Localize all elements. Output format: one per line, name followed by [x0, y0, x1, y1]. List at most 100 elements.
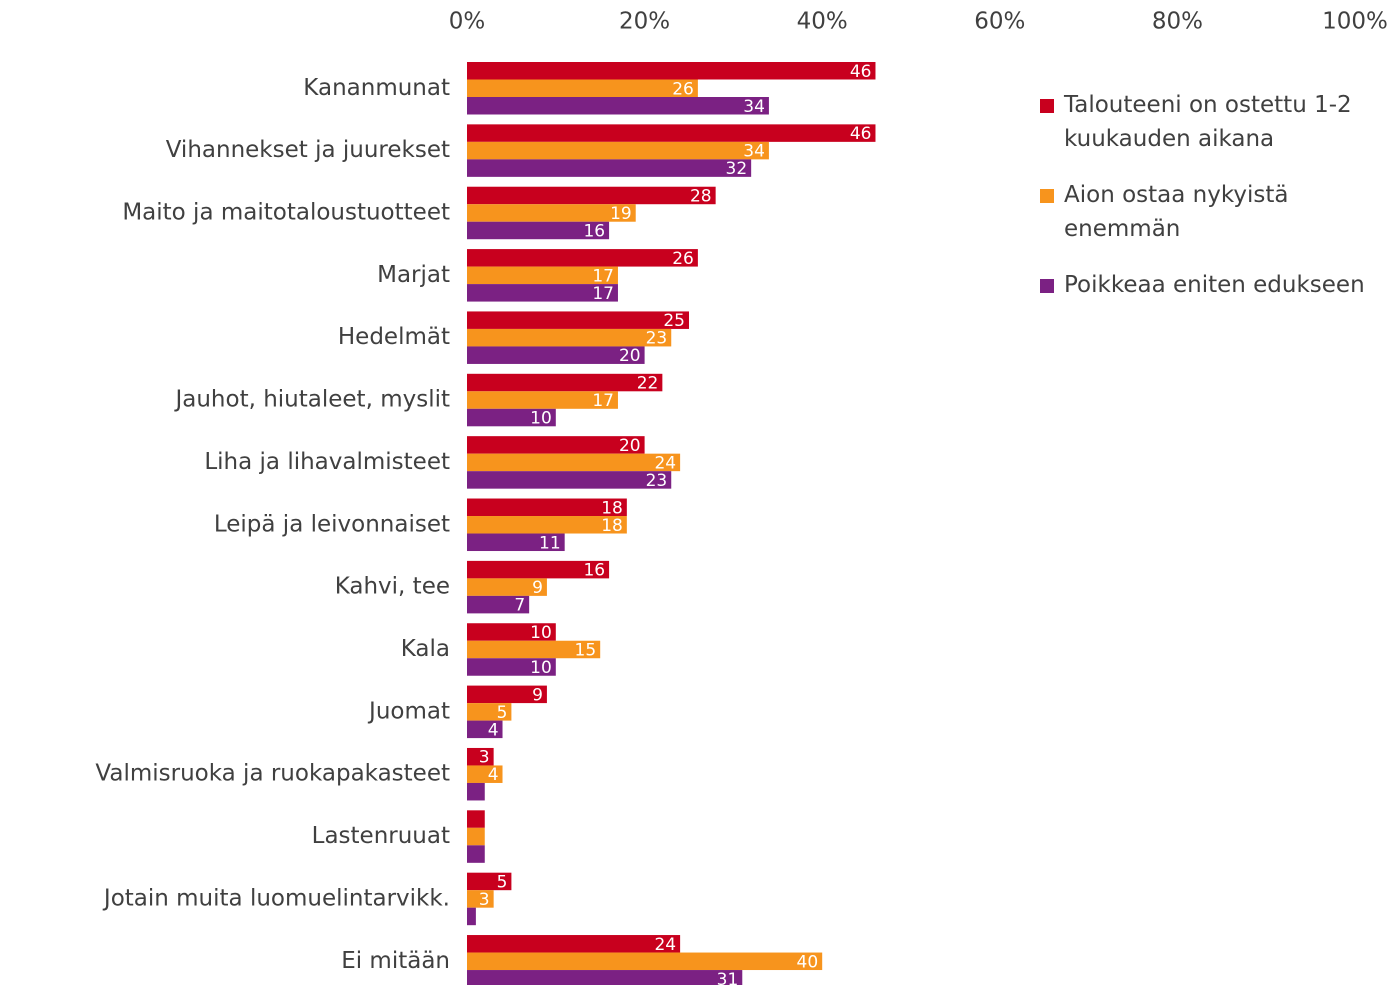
category-label: Jotain muita luomuelintarvikk. [102, 885, 450, 911]
category-label: Hedelmät [338, 324, 450, 350]
category-label: Jauhot, hiutaleet, myslit [173, 387, 450, 413]
bar [467, 685, 547, 704]
category-label: Juomat [367, 698, 450, 724]
data-label: 25 [663, 311, 685, 331]
x-tick-label: 80% [1152, 9, 1203, 35]
bar [467, 159, 752, 177]
data-label: 5 [497, 872, 508, 892]
category-label: Lastenruuat [312, 823, 450, 849]
data-label: 22 [637, 374, 659, 394]
bar [467, 935, 681, 953]
data-label: 20 [619, 436, 641, 456]
bar [467, 328, 672, 347]
data-label: 26 [672, 249, 694, 269]
bar [467, 453, 681, 472]
bar [467, 703, 512, 721]
x-tick-label: 20% [619, 9, 670, 35]
bar [467, 845, 485, 863]
bar [467, 97, 769, 115]
data-label: 23 [646, 471, 668, 491]
category-label: Kananmunat [303, 75, 450, 101]
bar [467, 186, 716, 205]
x-tick-label: 0% [449, 9, 486, 35]
data-label: 26 [672, 79, 694, 99]
bar [467, 595, 530, 614]
data-label: 24 [654, 935, 676, 955]
data-label: 40 [797, 952, 819, 972]
bar [467, 311, 689, 329]
category-label: Leipä ja leivonnaiset [214, 511, 450, 537]
data-label: 3 [479, 890, 490, 910]
bar [467, 346, 645, 364]
bar [467, 391, 618, 409]
bar [467, 516, 627, 534]
data-label: 17 [592, 266, 614, 286]
bar [467, 249, 698, 267]
bar [467, 266, 618, 285]
category-label: Vihannekset ja juurekset [166, 137, 450, 163]
legend-swatch [1040, 99, 1054, 113]
legend-item: Aion ostaa nykyistä enemmän [1040, 178, 1380, 246]
legend-swatch [1040, 279, 1054, 293]
category-label: Valmisruoka ja ruokapakasteet [95, 761, 450, 787]
bar [467, 221, 610, 240]
bar [467, 872, 512, 891]
bar [467, 62, 876, 80]
data-label: 23 [646, 329, 668, 349]
category-label: Marjat [377, 262, 450, 288]
bar [467, 970, 743, 985]
data-label: 18 [601, 516, 623, 536]
bar [467, 827, 485, 846]
data-label: 46 [850, 124, 872, 144]
data-label: 46 [850, 62, 872, 82]
bar [467, 560, 610, 579]
legend-item: Talouteeni on ostettu 1-2 kuukauden aika… [1040, 88, 1380, 156]
data-label: 4 [488, 720, 499, 740]
data-label: 10 [530, 409, 552, 429]
bar [467, 204, 636, 222]
bar [467, 640, 601, 659]
data-label: 16 [583, 561, 605, 581]
data-label: 15 [575, 640, 597, 660]
bar [467, 747, 494, 766]
bar [467, 373, 663, 392]
data-label: 32 [726, 159, 748, 179]
bar [467, 498, 627, 517]
category-label: Ei mitään [341, 948, 450, 974]
data-label: 9 [532, 685, 543, 705]
data-label: 10 [530, 623, 552, 643]
data-label: 11 [539, 533, 561, 553]
data-label: 28 [690, 186, 712, 206]
bar [467, 79, 698, 97]
bar [467, 720, 503, 739]
data-label: 5 [497, 703, 508, 723]
legend-label: Aion ostaa nykyistä enemmän [1064, 182, 1289, 242]
bar [467, 782, 485, 801]
bar [467, 658, 556, 676]
data-label: 7 [514, 596, 525, 616]
category-label: Kahvi, tee [335, 574, 450, 600]
bar [467, 284, 618, 302]
legend-swatch [1040, 189, 1054, 203]
legend: Talouteeni on ostettu 1-2 kuukauden aika… [1040, 88, 1380, 324]
data-label: 10 [530, 658, 552, 678]
data-label: 20 [619, 346, 641, 366]
data-label: 16 [583, 221, 605, 241]
category-label: Kala [401, 636, 450, 662]
x-tick-label: 40% [797, 9, 848, 35]
bar [467, 890, 494, 908]
data-label: 3 [479, 748, 490, 768]
bar [467, 408, 556, 427]
legend-label: Poikkeaa eniten edukseen [1064, 272, 1365, 298]
bar [467, 471, 672, 489]
legend-label: Talouteeni on ostettu 1-2 kuukauden aika… [1064, 92, 1352, 152]
data-label: 18 [601, 498, 623, 518]
data-label: 31 [717, 970, 739, 985]
x-tick-label: 60% [974, 9, 1025, 35]
data-label: 17 [592, 284, 614, 304]
bar [467, 623, 556, 641]
data-label: 17 [592, 391, 614, 411]
category-label: Maito ja maitotaloustuotteet [122, 199, 450, 225]
